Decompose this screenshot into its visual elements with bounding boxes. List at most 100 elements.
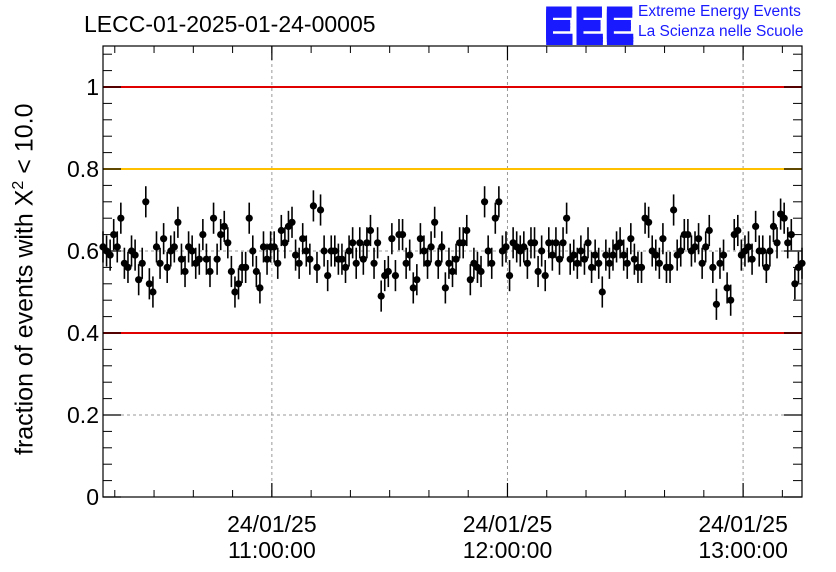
data-point — [666, 251, 674, 283]
data-point — [206, 255, 214, 288]
data-marker — [555, 255, 564, 263]
data-point — [555, 243, 564, 275]
data-marker — [488, 259, 496, 267]
data-point — [698, 247, 706, 279]
data-point — [256, 272, 264, 304]
data-point — [259, 231, 268, 263]
data-point — [566, 243, 574, 275]
data-point — [420, 235, 428, 267]
data-point — [242, 251, 250, 283]
data-marker — [409, 284, 417, 292]
data-marker — [541, 272, 549, 280]
data-marker — [370, 259, 378, 267]
data-marker — [199, 231, 207, 239]
data-marker — [374, 239, 382, 247]
data-marker — [427, 243, 435, 251]
data-point — [320, 235, 328, 267]
data-marker — [463, 226, 471, 235]
data-point — [488, 247, 496, 279]
data-marker — [124, 263, 132, 271]
data-point — [655, 247, 663, 279]
data-marker — [670, 206, 678, 214]
data-point — [231, 276, 239, 308]
data-marker — [587, 263, 596, 271]
data-point — [438, 231, 446, 263]
data-point — [117, 202, 125, 234]
data-point — [413, 264, 421, 296]
data-marker — [459, 239, 467, 247]
data-marker — [577, 247, 585, 255]
x-tick-date-label: 24/01/25 — [463, 511, 553, 537]
data-point — [138, 247, 146, 279]
data-marker — [466, 276, 474, 284]
data-point — [777, 198, 785, 230]
data-point — [609, 239, 617, 271]
y-tick-label: 0.4 — [67, 320, 99, 346]
data-marker — [227, 267, 235, 276]
data-point — [691, 231, 699, 263]
x-tick-date-label: 24/01/25 — [698, 511, 788, 537]
data-marker — [220, 222, 228, 230]
data-point — [202, 243, 211, 275]
data-marker — [152, 243, 161, 251]
data-marker — [170, 243, 178, 251]
data-marker — [595, 259, 603, 267]
data-point — [174, 206, 182, 238]
data-marker — [623, 259, 631, 267]
data-marker — [320, 247, 328, 255]
data-marker — [242, 263, 250, 271]
data-point — [281, 227, 289, 259]
data-point — [652, 239, 660, 271]
data-marker — [602, 251, 610, 259]
data-marker — [748, 255, 756, 263]
data-marker — [291, 251, 300, 259]
data-point — [313, 251, 321, 283]
data-point — [306, 243, 314, 275]
data-marker — [759, 247, 767, 255]
data-point — [752, 210, 760, 242]
data-point — [741, 235, 749, 267]
x-tick-time-label: 12:00:00 — [463, 537, 553, 563]
data-point — [677, 235, 685, 267]
data-point — [167, 235, 175, 267]
data-point — [170, 231, 178, 263]
logo-line-2: La Scienza nelle Scuole — [638, 23, 804, 40]
data-marker — [359, 255, 367, 263]
data-point — [498, 235, 507, 267]
data-point — [748, 243, 756, 275]
data-point — [391, 260, 400, 292]
data-point — [645, 206, 653, 238]
data-marker — [484, 247, 492, 255]
data-marker — [762, 263, 770, 271]
data-marker — [712, 300, 721, 308]
data-point — [670, 194, 678, 226]
eee-logo-caption: Extreme Energy Events La Scienza nelle S… — [638, 2, 803, 42]
data-point — [637, 251, 646, 283]
data-point — [374, 227, 382, 259]
data-marker — [295, 259, 303, 267]
data-point — [352, 247, 360, 279]
data-marker — [366, 226, 375, 235]
data-marker — [416, 235, 425, 243]
data-point — [356, 227, 364, 259]
data-marker — [691, 243, 699, 251]
data-marker — [645, 218, 653, 226]
data-point — [580, 243, 589, 275]
data-point — [463, 214, 471, 247]
data-point — [127, 235, 136, 267]
data-marker — [598, 288, 606, 296]
data-point — [363, 227, 371, 259]
data-point — [295, 247, 303, 279]
data-marker — [787, 231, 795, 239]
data-point — [427, 231, 435, 263]
data-point — [291, 239, 300, 271]
data-marker — [256, 284, 264, 292]
data-point — [349, 227, 357, 259]
data-point — [423, 247, 432, 279]
data-point — [684, 219, 692, 251]
data-marker — [202, 255, 211, 263]
data-marker — [752, 222, 760, 230]
data-marker — [784, 239, 792, 247]
data-point — [370, 247, 378, 279]
